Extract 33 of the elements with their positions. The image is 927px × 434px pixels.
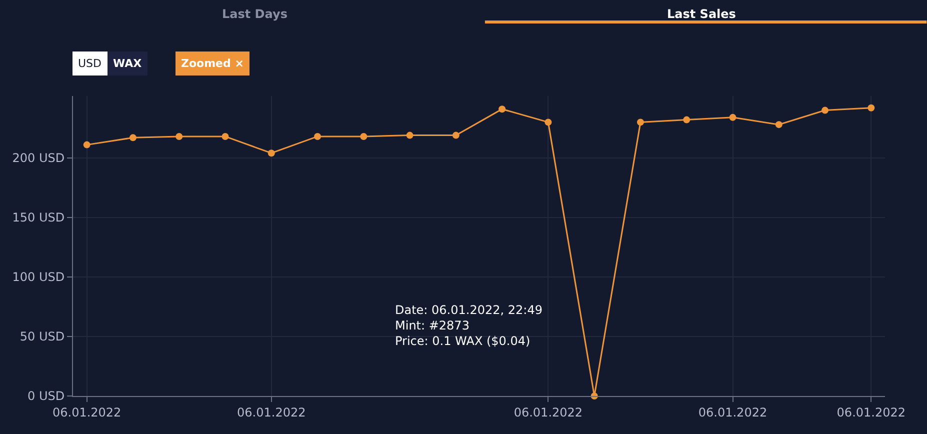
x-tick-label: 06.01.2022 bbox=[514, 405, 583, 420]
point bbox=[83, 141, 90, 148]
y-tick-label: 200 USD bbox=[12, 151, 65, 166]
x-tick-label: 06.01.2022 bbox=[52, 405, 122, 420]
point bbox=[406, 132, 414, 139]
point bbox=[775, 121, 782, 128]
text: Last Days bbox=[222, 7, 288, 21]
x-tick-label: 06.01.2022 bbox=[237, 405, 306, 420]
point bbox=[636, 118, 644, 126]
text: Last Sales bbox=[667, 7, 736, 21]
point bbox=[360, 132, 368, 140]
point bbox=[729, 114, 736, 121]
point bbox=[268, 150, 275, 157]
x-tick-label: 06.01.2022 bbox=[698, 405, 768, 420]
point bbox=[822, 106, 829, 114]
text: Zoomed × bbox=[181, 57, 244, 70]
y-tick-label: 0 USD bbox=[28, 389, 65, 404]
text: WAX bbox=[113, 57, 142, 70]
point bbox=[683, 116, 690, 124]
text: USD bbox=[78, 57, 102, 70]
y-tick-label: 100 USD bbox=[12, 270, 65, 284]
point bbox=[314, 132, 322, 140]
point bbox=[129, 134, 136, 142]
point bbox=[222, 132, 229, 140]
point bbox=[868, 104, 875, 112]
y-tick-label: 50 USD bbox=[20, 330, 65, 344]
x-tick-label: 06.01.2022 bbox=[836, 405, 906, 420]
y-tick-label: 150 USD bbox=[12, 210, 65, 225]
annotation: Date: 06.01.2022, 22:49 Mint: #2873 Price: 0.1 WAX ($0.04) bbox=[395, 303, 542, 348]
point bbox=[176, 132, 183, 140]
point bbox=[452, 132, 460, 139]
point bbox=[498, 106, 506, 113]
point bbox=[544, 118, 552, 126]
